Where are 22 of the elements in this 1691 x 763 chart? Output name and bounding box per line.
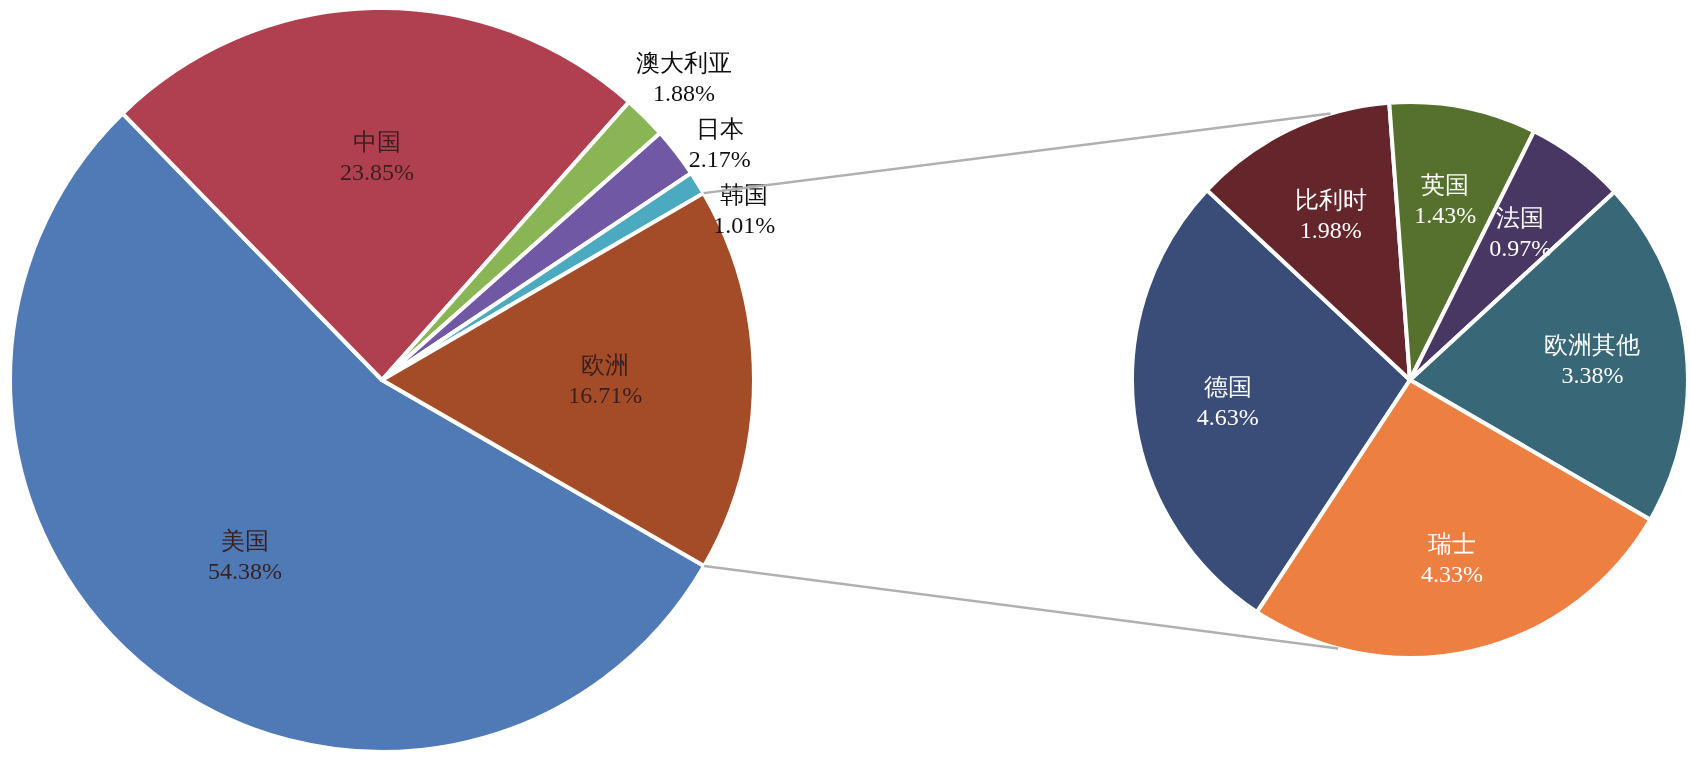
data-label: 0.97% (1489, 235, 1552, 262)
slice-label: 澳大利亚 (636, 50, 732, 77)
slice-label: 瑞士 (1427, 530, 1476, 557)
data-label: 23.85% (339, 158, 414, 185)
data-label: 54.38% (207, 558, 282, 585)
data-label: 1.88% (653, 80, 715, 107)
data-label: 1.98% (1299, 216, 1362, 243)
data-label: 16.71% (568, 381, 643, 408)
slice-label: 比利时 (1294, 186, 1367, 213)
data-label: 4.63% (1196, 403, 1259, 430)
slice-label: 德国 (1203, 373, 1252, 400)
slice-label: 日本 (695, 116, 744, 143)
slice-label: 欧洲其他 (1544, 332, 1641, 359)
slice-label: 中国 (352, 128, 401, 155)
data-label: 3.38% (1561, 362, 1624, 389)
data-label: 2.17% (688, 146, 751, 173)
data-label: 1.43% (1414, 201, 1477, 228)
slice-label: 欧洲 (581, 351, 630, 378)
slice-label: 法国 (1496, 205, 1545, 232)
slice-label: 美国 (220, 528, 269, 555)
slice-label: 英国 (1421, 171, 1470, 198)
data-label: 4.33% (1420, 560, 1483, 587)
